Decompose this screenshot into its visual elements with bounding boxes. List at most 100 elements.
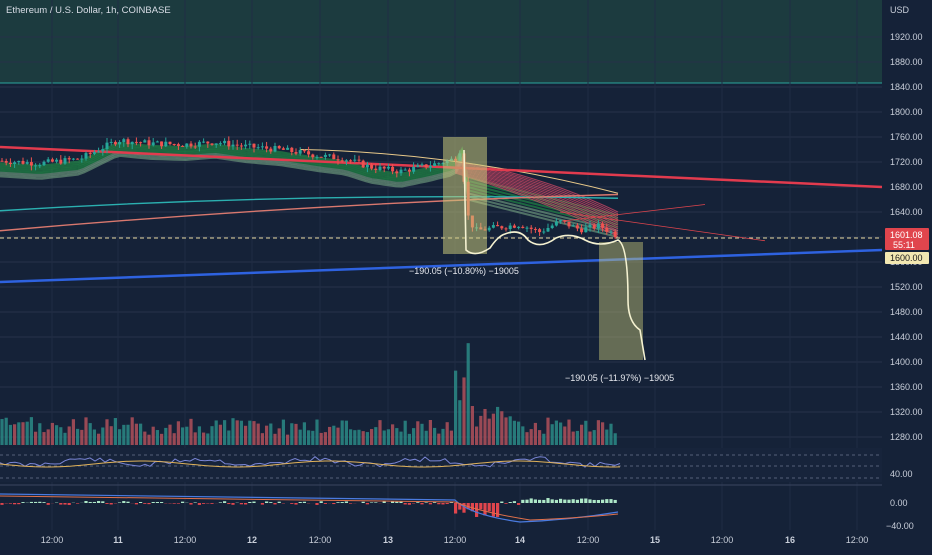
- macd-histogram-bar: [223, 501, 226, 503]
- volume-bar: [530, 429, 533, 445]
- price-tick-label: 1360.00: [890, 382, 923, 392]
- candle-body: [89, 153, 92, 154]
- volume-bar: [118, 429, 121, 445]
- volume-bar: [42, 432, 45, 445]
- candle-body: [122, 139, 125, 142]
- macd-histogram-bar: [143, 503, 146, 504]
- volume-bar: [429, 420, 432, 445]
- volume-bar: [471, 406, 474, 445]
- candle-body: [488, 228, 491, 231]
- macd-histogram-bar: [521, 500, 524, 503]
- candle-body: [555, 222, 558, 226]
- macd-histogram-bar: [559, 499, 562, 503]
- price-tick-label: 1440.00: [890, 332, 923, 342]
- macd-histogram-bar: [404, 503, 407, 504]
- candle-body: [206, 142, 209, 144]
- candle-body: [265, 146, 268, 148]
- macd-histogram-bar: [189, 503, 192, 505]
- time-tick-label: 14: [515, 535, 525, 545]
- volume-bar: [110, 426, 113, 445]
- macd-histogram-bar: [500, 502, 503, 503]
- candle-body: [370, 165, 373, 169]
- time-tick-label: 12:00: [174, 535, 197, 545]
- volume-bar: [513, 421, 516, 445]
- price-tick-label: 1720.00: [890, 157, 923, 167]
- oscillator-pane[interactable]: 40.00: [0, 448, 913, 482]
- volume-bar: [370, 429, 373, 445]
- candle-body: [568, 222, 571, 227]
- volume-bar: [462, 377, 465, 445]
- volume-bar: [492, 414, 495, 445]
- time-tick-label: 12:00: [444, 535, 467, 545]
- volume-bar: [542, 434, 545, 445]
- volume-bar: [131, 417, 134, 445]
- price-tick-label: 1760.00: [890, 132, 923, 142]
- candle-body: [425, 164, 428, 167]
- candle-body: [232, 145, 235, 147]
- candle-body: [68, 158, 71, 159]
- macd-histogram-bar: [202, 503, 205, 504]
- macd-histogram-bar: [118, 502, 121, 503]
- volume-bar: [294, 424, 297, 445]
- macd-histogram-bar: [181, 502, 184, 503]
- macd-histogram-bar: [542, 500, 545, 503]
- macd-histogram-bar: [84, 501, 87, 503]
- volume-bar: [534, 423, 537, 445]
- volume-bar: [38, 423, 41, 445]
- candle-body: [13, 162, 16, 164]
- candle-body: [362, 161, 365, 168]
- candle-body: [341, 160, 344, 161]
- candle-body: [269, 149, 272, 152]
- candle-body: [101, 149, 104, 151]
- volume-bar: [97, 434, 100, 445]
- volume-bar: [240, 421, 243, 445]
- macd-histogram-bar: [475, 503, 478, 517]
- candle-body: [345, 160, 348, 161]
- time-tick-label: 12:00: [846, 535, 869, 545]
- volume-bar: [349, 429, 352, 445]
- chart-title: Ethereum / U.S. Dollar, 1h, COINBASE: [6, 5, 171, 16]
- volume-bar: [567, 420, 570, 445]
- macd-histogram-bar: [278, 502, 281, 503]
- volume-bar: [517, 422, 520, 445]
- volume-bar: [609, 424, 612, 445]
- macd-histogram-bar: [441, 503, 444, 504]
- volume-bar: [336, 428, 339, 445]
- price-tick-label: 1880.00: [890, 57, 923, 67]
- volume-bar: [395, 428, 398, 445]
- volume-bar: [555, 421, 558, 445]
- volume-bar: [17, 422, 20, 445]
- candle-body: [282, 148, 285, 150]
- time-tick-label: 13: [383, 535, 393, 545]
- candle-body: [324, 155, 327, 157]
- candle-body: [408, 170, 411, 172]
- price-tick-label: 1320.00: [890, 407, 923, 417]
- volume-bar: [72, 419, 75, 445]
- candle-body: [391, 167, 394, 172]
- candle-body: [584, 227, 587, 232]
- macd-histogram-bar: [38, 502, 41, 503]
- volume-bar: [89, 423, 92, 445]
- candle-body: [236, 145, 239, 146]
- candle-body: [194, 146, 197, 147]
- volume-bar: [265, 426, 268, 445]
- macd-histogram-bar: [538, 500, 541, 503]
- macd-histogram-bar: [446, 503, 449, 504]
- candle-body: [139, 142, 142, 143]
- volume-bar: [101, 427, 104, 445]
- volume-bar: [215, 420, 218, 445]
- candle-body: [160, 141, 163, 146]
- macd-histogram-bar: [303, 502, 306, 503]
- annotation-drop-2: −190.05 (−11.97%) −19005: [565, 373, 674, 383]
- candle-body: [80, 159, 83, 160]
- candle-body: [299, 150, 302, 154]
- macd-histogram-bar: [504, 503, 507, 504]
- volume-bar: [588, 432, 591, 445]
- volume-bar: [391, 424, 394, 445]
- macd-histogram-bar: [240, 503, 243, 504]
- volume-bar: [315, 420, 318, 445]
- candle-body: [433, 163, 436, 166]
